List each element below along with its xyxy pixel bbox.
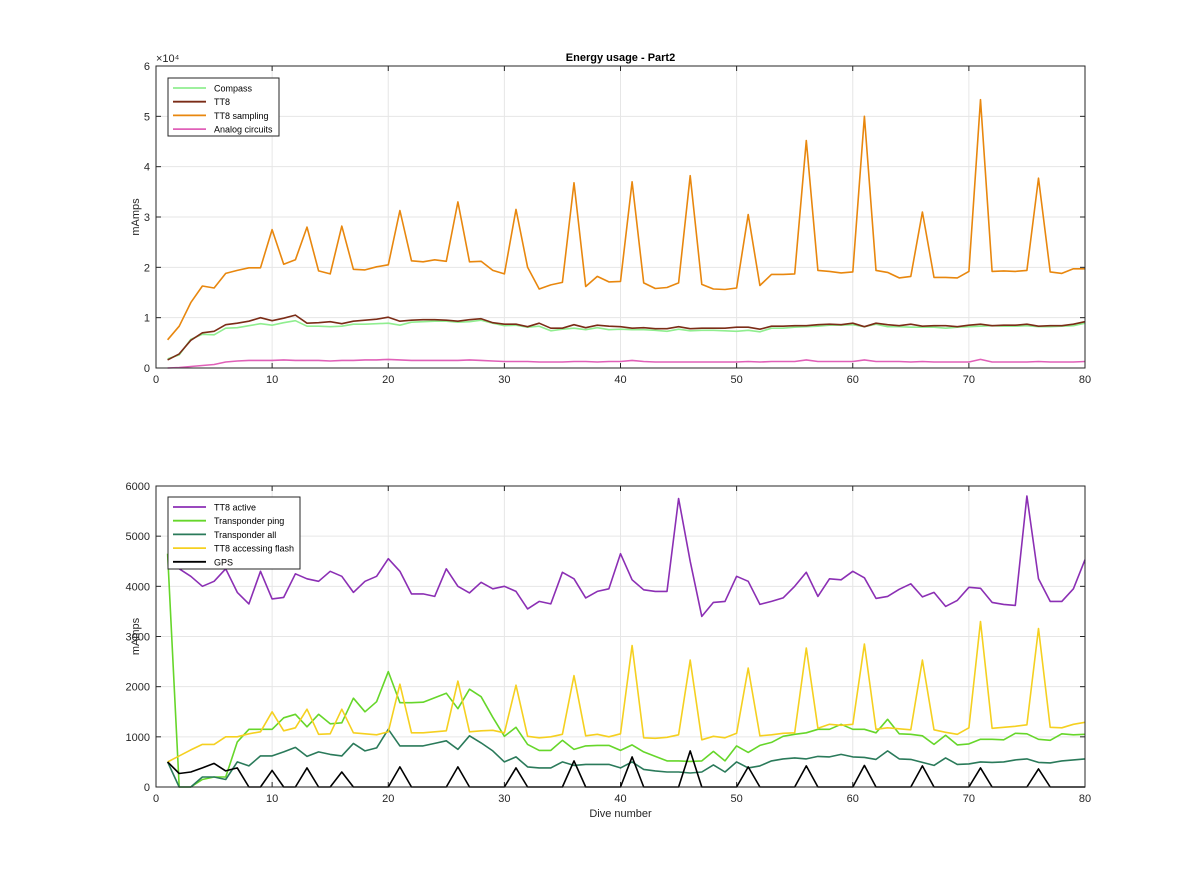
x-tick-label: 10 bbox=[266, 374, 278, 386]
x-tick-label: 50 bbox=[731, 374, 743, 386]
y-tick-label: 5 bbox=[144, 111, 150, 123]
legend-entry-label: TT8 active bbox=[214, 503, 256, 513]
x-tick-label: 70 bbox=[963, 374, 975, 386]
x-tick-label: 40 bbox=[614, 793, 626, 805]
x-tick-label: 20 bbox=[382, 374, 394, 386]
y-tick-label: 6 bbox=[144, 61, 150, 73]
bottom-panel: 0 10 20 30 40 50 60 70 80 0 1000 2000 3000 4000 5000 60… bbox=[126, 481, 1092, 820]
x-tick-label: 80 bbox=[1079, 374, 1091, 386]
x-tick-label: 30 bbox=[498, 374, 510, 386]
series-line-compass bbox=[167, 319, 1086, 360]
x-tick-label: 0 bbox=[153, 374, 159, 386]
x-tick-label: 10 bbox=[266, 793, 278, 805]
y-tick-label: 4 bbox=[144, 162, 150, 174]
axes-box bbox=[155, 65, 1086, 369]
y-axis-label: mAmps bbox=[130, 617, 142, 655]
legend-entry-label: Transponder ping bbox=[214, 516, 284, 526]
y-tick-label: 4000 bbox=[126, 581, 150, 593]
x-tick-label: 70 bbox=[963, 793, 975, 805]
series-line-tt8 bbox=[167, 314, 1086, 361]
series-line-analog-circuits bbox=[167, 358, 1086, 369]
y-tick-label: 1 bbox=[144, 313, 150, 325]
y-axis-label: mAmps bbox=[130, 198, 142, 236]
y-tick-label: 0 bbox=[144, 363, 150, 375]
y-tick-label: 3000 bbox=[126, 632, 150, 644]
x-tick-label: 30 bbox=[498, 793, 510, 805]
y-tick-label: 2 bbox=[144, 262, 150, 274]
x-tick-label: 60 bbox=[847, 374, 859, 386]
x-tick-label: 40 bbox=[614, 374, 626, 386]
series-line-tt8-active bbox=[167, 495, 1086, 618]
legend-entry-label: TT8 bbox=[214, 97, 230, 107]
x-tick-label: 20 bbox=[382, 793, 394, 805]
y-tick-label: 0 bbox=[144, 782, 150, 794]
y-tick-label: 1000 bbox=[126, 732, 150, 744]
x-tick-label: 60 bbox=[847, 793, 859, 805]
y-tick-label: 3 bbox=[144, 212, 150, 224]
x-tick-label: 80 bbox=[1079, 793, 1091, 805]
series-line-transponder-ping bbox=[166, 553, 1086, 788]
axes-box bbox=[155, 485, 1086, 788]
x-tick-label: 0 bbox=[153, 793, 159, 805]
series-line-tt8-sampling bbox=[166, 98, 1085, 341]
x-axis-label: Dive number bbox=[589, 808, 652, 820]
x-tick-label: 50 bbox=[731, 793, 743, 805]
top-panel: 0 10 20 30 40 50 60 70 80 0 1 2 3 4 5 6 Energy usage - P… bbox=[130, 52, 1091, 386]
legend-entry-label: GPS bbox=[214, 557, 233, 567]
y-tick-label: 2000 bbox=[126, 682, 150, 694]
y-tick-label: 6000 bbox=[126, 481, 150, 493]
legend-entry-label: TT8 accessing flash bbox=[214, 544, 294, 554]
y-tick-label: 5000 bbox=[126, 531, 150, 543]
chart-title: Energy usage - Part2 bbox=[566, 52, 675, 64]
legend-entry-label: Compass bbox=[214, 84, 253, 94]
y-exponent-label: ×10⁴ bbox=[156, 53, 180, 65]
legend-entry-label: Analog circuits bbox=[214, 125, 273, 135]
legend-entry-label: Transponder all bbox=[214, 530, 276, 540]
series-line-tt8-accessing-flash bbox=[167, 620, 1086, 763]
legend-box bbox=[167, 496, 301, 570]
legend-entry-label: TT8 sampling bbox=[214, 111, 269, 121]
series-line-transponder-all bbox=[166, 728, 1086, 788]
